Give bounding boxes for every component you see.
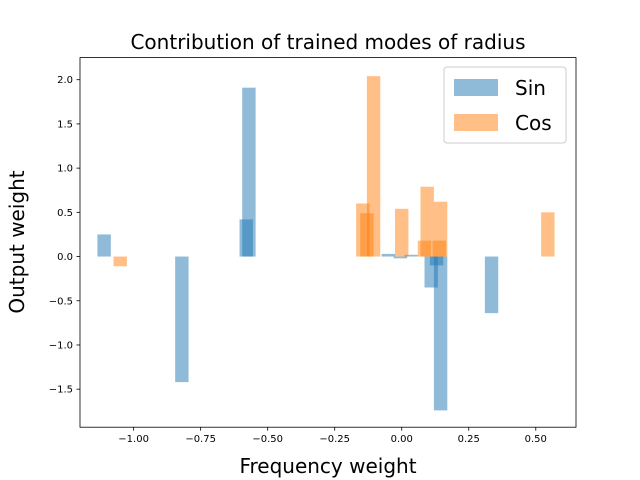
- bar-sin-4: [381, 253, 396, 257]
- x-tick-label: 0.25: [458, 434, 480, 445]
- y-tick-label: −1.5: [49, 385, 73, 396]
- x-axis-label: Frequency weight: [239, 454, 416, 478]
- y-tick-label: −0.5: [49, 296, 73, 307]
- bar-sin-1: [175, 256, 189, 383]
- bar-sin-6: [404, 254, 418, 257]
- legend-swatch-sin: [454, 79, 498, 96]
- y-tick-label: −1.0: [49, 340, 73, 351]
- bar-cos-5: [420, 186, 434, 257]
- bar-sin-2: [242, 87, 256, 257]
- bar-sin-3: [239, 219, 253, 257]
- bar-cos-8: [432, 240, 446, 257]
- chart-title: Contribution of trained modes of radius: [130, 30, 525, 54]
- y-tick-label: 0.0: [57, 252, 73, 263]
- y-axis-ticks: −1.5 −1.0 −0.5 0.0 0.5 1.0 1.5 2.0: [49, 75, 80, 396]
- bar-cos-4: [395, 208, 409, 257]
- bar-sin-9: [433, 256, 448, 411]
- y-axis-label: Output weight: [5, 170, 29, 313]
- x-tick-label: −0.75: [185, 434, 216, 445]
- legend-label-cos: Cos: [515, 111, 552, 135]
- x-tick-label: −0.50: [252, 434, 283, 445]
- legend: Sin Cos: [443, 66, 567, 144]
- y-tick-label: 1.0: [57, 164, 73, 175]
- legend-label-sin: Sin: [515, 76, 546, 100]
- y-tick-label: 0.5: [57, 208, 73, 219]
- x-axis-ticks: −1.00 −0.75 −0.50 −0.25 0.00 0.25 0.50: [118, 427, 547, 445]
- bar-sin-0: [97, 234, 111, 257]
- bar-sin-10: [484, 256, 499, 314]
- x-tick-label: −0.25: [319, 434, 350, 445]
- bar-cos-9: [541, 212, 555, 257]
- legend-swatch-cos: [454, 114, 498, 131]
- x-tick-label: 0.00: [391, 434, 413, 445]
- bar-cos-0: [113, 256, 127, 267]
- bar-cos-3: [366, 76, 381, 257]
- bar-cos-6: [417, 240, 432, 257]
- x-tick-label: −1.00: [118, 434, 149, 445]
- x-tick-label: 0.50: [525, 434, 547, 445]
- plot-frame: [79, 57, 577, 428]
- y-tick-label: 2.0: [57, 75, 73, 86]
- bars-layer: [97, 76, 555, 411]
- bar-sin-5: [393, 256, 408, 259]
- y-tick-label: 1.5: [57, 119, 73, 130]
